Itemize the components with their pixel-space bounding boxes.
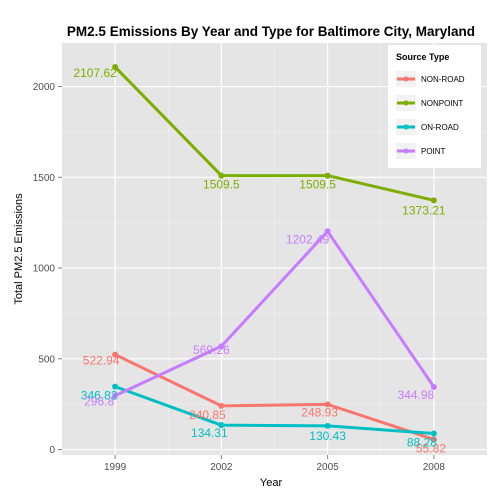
data-label-non-road: 522.94 <box>83 354 120 368</box>
legend-items: NON-ROAD NONPOINT ON-ROAD POINT <box>396 71 465 159</box>
x-tick-label: 1999 <box>104 462 127 473</box>
data-label-on-road: 134.31 <box>191 426 228 440</box>
x-axis: 1999 2002 2005 2008 <box>104 455 445 473</box>
data-label-non-road: 55.82 <box>416 441 446 455</box>
y-tick-label: 1500 <box>33 173 56 184</box>
data-point-point <box>430 383 437 390</box>
data-point-nonpoint <box>218 172 225 179</box>
data-label-nonpoint: 2107.62 <box>73 66 117 80</box>
series-lines <box>113 65 436 441</box>
legend-key-point <box>403 148 409 154</box>
y-tick-label: 0 <box>49 445 55 456</box>
data-point-on-road <box>430 430 437 437</box>
data-label-point: 569.26 <box>193 343 230 357</box>
data-point-on-road <box>218 422 225 429</box>
data-point-on-road <box>112 383 119 390</box>
legend-label: NONPOINT <box>421 99 463 108</box>
data-point-non-road <box>218 402 225 409</box>
series-line-nonpoint <box>113 65 436 202</box>
data-label-nonpoint: 1373.21 <box>402 203 446 217</box>
x-tick-label: 2008 <box>423 462 446 473</box>
legend-key-point <box>403 76 409 82</box>
series-line-non-road <box>113 353 436 441</box>
data-label-nonpoint: 1509.5 <box>203 178 240 192</box>
data-label-non-road: 248.93 <box>301 405 338 419</box>
x-tick-label: 2005 <box>317 462 340 473</box>
series-points <box>112 64 437 443</box>
data-point-on-road <box>324 422 331 429</box>
legend: Source Type NON-ROAD NONPOINT ON-ROAD POINT <box>388 45 481 168</box>
legend-label: NON-ROAD <box>421 75 465 84</box>
data-labels: 522.94 240.85 248.93 55.82 2107.62 1509.5 1509… <box>73 66 446 455</box>
legend-label: POINT <box>421 147 446 156</box>
data-point-non-road <box>324 401 331 408</box>
data-label-point: 296.8 <box>84 395 114 409</box>
y-tick-label: 1000 <box>33 264 56 275</box>
data-label-on-road: 346.82 <box>81 389 118 403</box>
data-label-on-road: 88.28 <box>407 436 437 450</box>
data-point-non-road <box>112 351 119 358</box>
data-label-point: 1202.49 <box>286 232 330 246</box>
legend-title: Source Type <box>396 52 449 62</box>
y-tick-label: 2000 <box>33 82 56 93</box>
data-point-point <box>112 392 119 399</box>
data-point-nonpoint <box>112 64 119 71</box>
data-point-point <box>218 343 225 350</box>
y-axis: 0 500 1000 1500 2000 <box>33 82 62 456</box>
data-point-point <box>324 228 331 235</box>
y-axis-title: Total PM2.5 Emissions <box>13 193 25 305</box>
data-point-non-road <box>430 436 437 443</box>
data-label-nonpoint: 1509.5 <box>299 178 336 192</box>
y-tick-label: 500 <box>38 354 55 365</box>
legend-key-point <box>403 100 409 106</box>
series-line-on-road <box>113 385 436 436</box>
data-label-on-road: 130.43 <box>309 429 346 443</box>
data-label-point: 344.98 <box>398 388 435 402</box>
series-line-point <box>113 229 436 398</box>
data-label-non-road: 240.85 <box>189 408 226 422</box>
chart-title: PM2.5 Emissions By Year and Type for Bal… <box>67 24 475 39</box>
data-point-nonpoint <box>430 197 437 204</box>
x-tick-label: 2002 <box>210 462 233 473</box>
legend-key-point <box>403 124 409 130</box>
x-axis-title: Year <box>260 477 283 489</box>
legend-label: ON-ROAD <box>421 123 459 132</box>
data-point-nonpoint <box>324 172 331 179</box>
